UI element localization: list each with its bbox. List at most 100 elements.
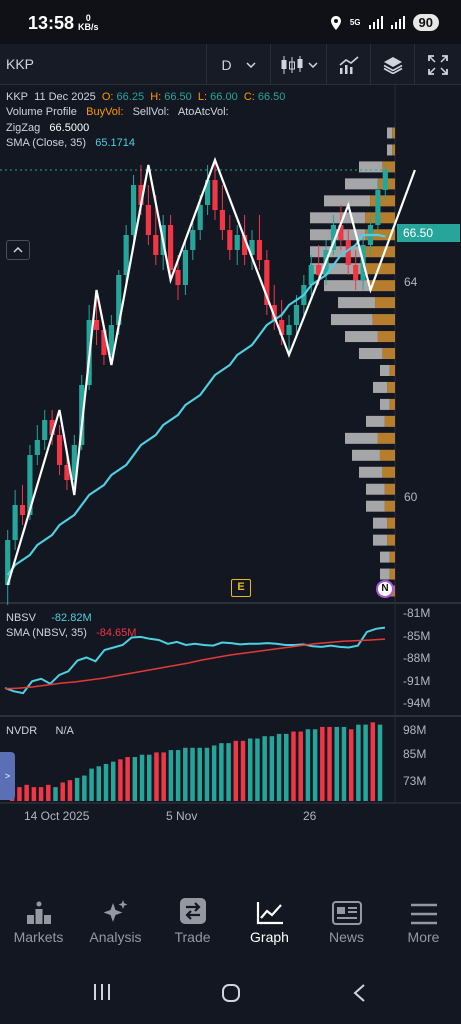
candle-body	[382, 170, 388, 190]
earnings-marker[interactable]: E	[231, 579, 251, 597]
signal-icon-2	[390, 16, 405, 29]
status-bar: 13:58 0 KB/s 5G 90	[0, 0, 461, 44]
volume-profile-sell-bar	[338, 297, 376, 309]
chart-type-button[interactable]	[270, 44, 326, 85]
candle-body	[138, 185, 144, 205]
nvdr-bar	[161, 752, 166, 801]
volume-profile-buy-bar	[382, 466, 395, 478]
nvdr-bar	[154, 752, 159, 801]
clock: 13:58	[28, 13, 75, 33]
nvdr-bar	[255, 738, 260, 801]
candle-body	[271, 305, 277, 320]
volume-profile-sell-bar	[310, 212, 366, 224]
candle-body	[175, 270, 181, 285]
date-axis-label: 26	[303, 809, 317, 823]
volume-profile-sell-bar	[380, 364, 390, 376]
candle-body	[345, 240, 351, 265]
news-icon	[331, 901, 362, 925]
candle-body	[330, 225, 337, 250]
candle-body	[286, 325, 292, 335]
volume-profile-sell-bar	[310, 246, 366, 258]
collapse-legend-button[interactable]	[6, 240, 30, 260]
volume-profile-buy-bar	[384, 415, 395, 427]
trade-icon	[179, 898, 206, 924]
layers-icon	[383, 56, 402, 74]
volume-profile-sell-bar	[345, 331, 378, 343]
news-marker[interactable]: N	[376, 580, 394, 598]
interval-selector[interactable]: D	[206, 44, 270, 85]
nvdr-bar	[327, 726, 332, 801]
volume-profile-sell-bar	[373, 381, 388, 393]
volume-profile-buy-bar	[382, 161, 395, 173]
signal-icon	[368, 16, 383, 29]
candle-body	[264, 260, 270, 305]
volume-profile-sell-bar	[380, 398, 390, 410]
volume-profile-sell-bar	[387, 127, 393, 139]
nvdr-bar	[17, 787, 22, 801]
candle-body	[219, 210, 226, 230]
candle-body	[234, 235, 240, 250]
nvdr-bar	[74, 777, 80, 801]
nvdr-bar	[247, 738, 253, 801]
volume-profile-sell-bar	[373, 534, 388, 546]
volume-profile-buy-bar	[375, 297, 395, 309]
nbsv-axis-label: -81M	[403, 606, 431, 620]
back-icon[interactable]	[352, 983, 366, 1003]
candle-body	[27, 455, 33, 515]
volume-profile-buy-bar	[387, 534, 395, 546]
chart-toolbar: KKP D	[0, 44, 461, 85]
nbsv-legend: NBSV -82.82M	[6, 612, 92, 624]
volume-profile-sell-bar	[359, 348, 383, 360]
volume-profile-buy-bar	[372, 314, 395, 326]
volume-profile-buy-bar	[370, 280, 395, 292]
candle-body	[242, 235, 248, 255]
home-icon[interactable]	[221, 983, 241, 1003]
volume-profile-buy-bar	[392, 144, 395, 156]
layers-button[interactable]	[370, 44, 414, 85]
zigzag-line	[6, 156, 416, 586]
nvdr-bar	[370, 722, 376, 801]
nav-more[interactable]: More	[385, 885, 461, 965]
nvdr-bar	[284, 733, 289, 801]
chart-area[interactable]: KKP 11 Dec 2025 O: 66.25 H: 66.50 L: 66.…	[0, 85, 461, 825]
volume-profile-sell-bar	[380, 568, 390, 580]
volume-profile-buy-bar	[365, 263, 395, 275]
volume-profile-buy-bar	[384, 483, 395, 495]
nvdr-bar	[262, 736, 267, 801]
nav-analysis[interactable]: Analysis	[77, 885, 154, 965]
nvdr-legend: NVDR N/A	[6, 725, 74, 737]
nvdr-bar	[363, 724, 368, 801]
nvdr-bar	[269, 736, 275, 801]
nvdr-bar	[82, 775, 87, 801]
nav-markets[interactable]: Markets	[0, 885, 77, 965]
nav-trade[interactable]: Trade	[154, 885, 231, 965]
candle-body	[79, 385, 85, 445]
nbsv-axis-label: -85M	[403, 629, 431, 643]
recent-apps-icon[interactable]	[92, 983, 112, 1001]
nvdr-bar	[356, 724, 361, 801]
nvdr-bar	[125, 757, 130, 801]
chart-canvas[interactable]	[0, 85, 461, 825]
volume-profile-sell-bar	[366, 415, 385, 427]
candle-body	[353, 265, 359, 280]
candle-body	[167, 225, 174, 270]
fullscreen-button[interactable]	[414, 44, 461, 85]
nvdr-bar	[96, 766, 102, 801]
location-icon	[330, 15, 341, 30]
candle-body	[5, 540, 11, 585]
candle-body	[116, 275, 122, 325]
chevron-down-icon	[307, 61, 318, 68]
indicators-button[interactable]	[326, 44, 370, 85]
volume-profile-buy-bar	[377, 432, 395, 444]
nav-news[interactable]: News	[308, 885, 385, 965]
volume-profile-sell-bar	[352, 449, 380, 461]
nvdr-bar	[233, 740, 239, 801]
volume-profile-sell-bar	[324, 280, 371, 292]
volume-profile-buy-bar	[365, 246, 395, 258]
nvdr-bar	[334, 726, 339, 801]
nav-graph[interactable]: Graph	[231, 885, 308, 965]
ohlc-legend: KKP 11 Dec 2025 O: 66.25 H: 66.50 L: 66.…	[6, 91, 286, 103]
expand-side-panel-button[interactable]: >	[0, 752, 15, 800]
candle-body	[19, 505, 26, 515]
symbol-search[interactable]: KKP	[6, 56, 35, 72]
